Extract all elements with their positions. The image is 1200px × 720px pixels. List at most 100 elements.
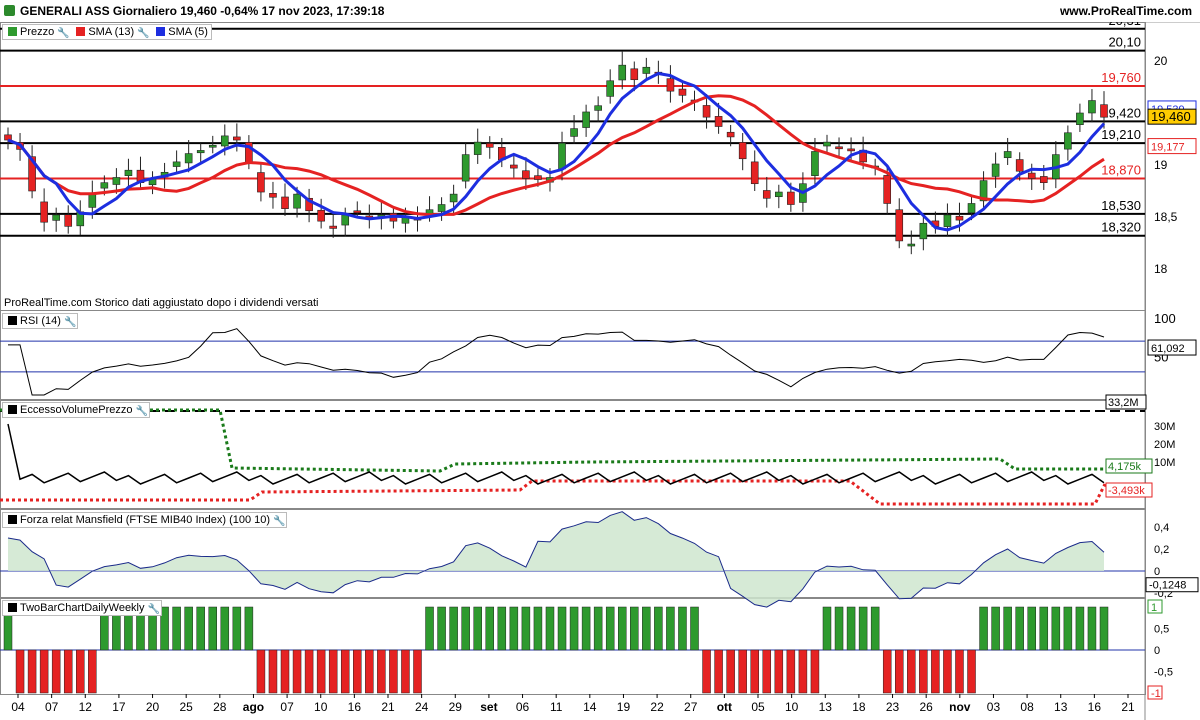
mansfield-panel-title[interactable]: Forza relat Mansfield (FTSE MIB40 Index)… (2, 512, 288, 528)
price-legend[interactable]: Prezzo 🔧 SMA (13) 🔧 SMA (5) (2, 24, 212, 40)
wrench-icon[interactable]: 🔧 (63, 317, 77, 328)
candle-body (305, 197, 313, 212)
twobar-bar (63, 649, 73, 694)
candle-body (40, 201, 48, 223)
evp-red-dotted (0, 479, 1107, 506)
x-axis-tick-label: 04 (11, 700, 25, 714)
candle-body (184, 153, 193, 164)
x-axis-tick-label: 21 (381, 700, 395, 714)
chart-canvas[interactable]: 20,52019,51918,51820,6520,3120,1019,7601… (0, 22, 1200, 720)
twobar-bar (172, 606, 181, 651)
candle-body (738, 142, 747, 160)
twobar-bar (184, 606, 193, 651)
candle-body (510, 164, 518, 169)
candle-body (582, 111, 590, 128)
price-swatch-icon (8, 27, 17, 36)
twobar-bar (461, 606, 470, 651)
candle-body (618, 64, 627, 81)
candle-body (437, 204, 446, 212)
twobar-value-badge (1147, 685, 1163, 700)
twobar-bar (353, 649, 362, 694)
x-axis-tick-label: 25 (180, 700, 194, 714)
candle-body (762, 190, 771, 199)
candle-body (293, 193, 301, 209)
price-axis-tick: 20 (1154, 54, 1168, 68)
candle-body (775, 191, 783, 198)
evp-value-text: 33,2M (1108, 397, 1139, 409)
mansfield-axis-tick: 0,4 (1154, 522, 1169, 534)
x-axis-tick-label: 12 (79, 700, 93, 714)
x-axis-tick-label: 10 (785, 700, 799, 714)
x-axis-tick-label: 07 (45, 700, 59, 714)
x-axis-tick-label: 16 (1088, 700, 1102, 714)
candle-body (461, 154, 470, 182)
twobar-value-text: 1 (1151, 602, 1157, 614)
x-axis-tick-label: 23 (886, 700, 900, 714)
sma5-swatch-icon (156, 27, 166, 36)
candle-body (702, 105, 711, 118)
twobar-value-badge (1147, 599, 1163, 614)
twobar-bar (943, 649, 952, 694)
candle-body (269, 193, 277, 198)
twobar-bar (810, 649, 820, 694)
x-axis-tick-label: nov (949, 700, 971, 714)
x-axis-tick-label: 08 (1020, 700, 1034, 714)
level-label: 18,530 (1101, 198, 1141, 213)
twobar-bar (979, 606, 988, 651)
x-axis-tick-label: 17 (112, 700, 126, 714)
twobar-bar (389, 649, 398, 694)
candle-body (64, 214, 73, 227)
x-axis-tick-label: 13 (1054, 700, 1068, 714)
mansfield-axis-tick: 0 (1154, 566, 1160, 578)
wrench-icon[interactable]: 🔧 (137, 28, 150, 39)
x-axis-tick-label: 21 (1121, 700, 1135, 714)
x-axis-tick-label: 07 (280, 700, 294, 714)
wrench-icon[interactable]: 🔧 (273, 516, 286, 527)
level-label: 18,320 (1101, 220, 1141, 235)
app-logo-icon (4, 5, 15, 16)
level-label: 19,420 (1101, 105, 1141, 120)
twobar-bar (834, 606, 844, 651)
evp-panel-title[interactable]: EccessoVolumePrezzo 🔧 (2, 402, 150, 418)
twobar-bar (955, 649, 964, 694)
twobar-bar (208, 606, 217, 651)
x-axis-tick-label: 14 (583, 700, 597, 714)
candle-body (485, 143, 494, 148)
twobar-panel-title[interactable]: TwoBarChartDailyWeekly 🔧 (2, 600, 162, 616)
wrench-icon[interactable]: 🔧 (147, 604, 160, 615)
candle-body (341, 214, 350, 226)
candle-body (630, 68, 639, 81)
mansfield-line (7, 511, 1105, 608)
wrench-icon[interactable]: 🔧 (135, 406, 148, 417)
candle-body (1064, 132, 1072, 150)
evp-black-line (7, 423, 1105, 485)
wrench-icon[interactable]: 🔧 (57, 28, 70, 39)
x-axis-tick-label: set (480, 700, 497, 714)
twobar-bar (726, 649, 735, 694)
twobar-bar (786, 649, 796, 694)
twobar-bar (858, 606, 868, 651)
rsi-panel-title[interactable]: RSI (14) 🔧 (2, 313, 78, 329)
twobar-bar (413, 649, 422, 694)
twobar-bar (509, 606, 519, 651)
candle-body (257, 172, 265, 193)
x-axis-tick-label: 10 (314, 700, 328, 714)
twobar-bar (991, 606, 1000, 651)
candle-body (835, 146, 843, 150)
x-axis-tick-label: 11 (550, 700, 563, 714)
evp-label: EccessoVolumePrezzo (20, 404, 133, 416)
mansfield-area (8, 511, 1104, 608)
evp-axis-tick: 30M (1154, 421, 1175, 433)
twobar-swatch-icon (8, 603, 17, 612)
panel-frame-0 (0, 22, 1146, 311)
twobar-bar (702, 649, 711, 694)
candle-body (1076, 112, 1084, 125)
site-link[interactable]: www.ProRealTime.com (1059, 4, 1192, 18)
candle-body (353, 210, 362, 214)
twobar-bar (870, 606, 880, 651)
twobar-bar (1027, 606, 1036, 651)
x-axis-tick-label: ott (717, 700, 732, 714)
twobar-bar (678, 606, 687, 651)
twobar-bar (449, 606, 458, 651)
candle-body (100, 182, 109, 189)
